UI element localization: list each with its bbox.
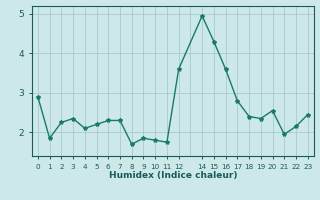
X-axis label: Humidex (Indice chaleur): Humidex (Indice chaleur) bbox=[108, 171, 237, 180]
